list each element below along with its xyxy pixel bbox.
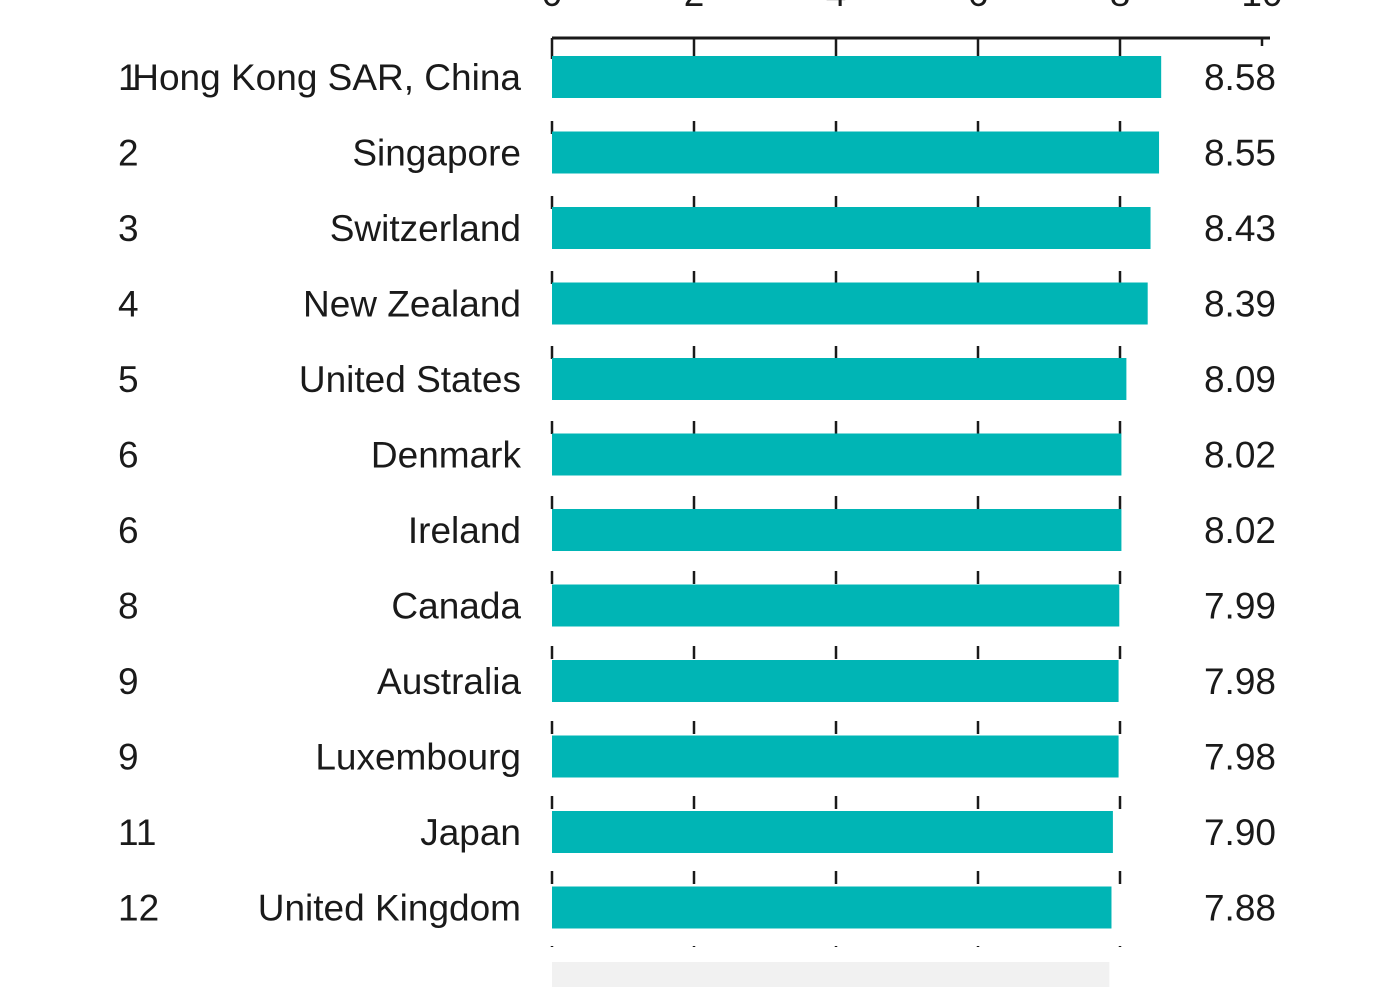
- bar: [552, 735, 1119, 778]
- rank-label: 2: [118, 133, 139, 174]
- value-label: 8.43: [1204, 208, 1276, 249]
- rank-label: 5: [118, 359, 139, 400]
- rank-label: 11: [118, 812, 156, 853]
- bar: [552, 886, 1112, 929]
- category-label: Singapore: [352, 133, 521, 174]
- category-label: Australia: [377, 661, 521, 702]
- bar: [552, 660, 1119, 702]
- bar: [552, 207, 1151, 249]
- bar: [552, 811, 1113, 853]
- bar: [552, 56, 1162, 98]
- x-tick-label: 2: [684, 0, 705, 14]
- value-label: 8.58: [1204, 57, 1276, 98]
- bar: [552, 433, 1122, 476]
- bar: [552, 282, 1148, 325]
- value-label: 7.98: [1204, 737, 1276, 778]
- value-label: 8.55: [1204, 133, 1276, 174]
- rank-label: 6: [118, 435, 139, 476]
- category-label: Canada: [391, 586, 521, 627]
- category-label: Japan: [420, 812, 521, 853]
- x-tick-label: 10: [1241, 0, 1282, 14]
- rank-label: 12: [118, 888, 159, 929]
- gridlines: [550, 38, 1122, 947]
- rank-label: 9: [118, 737, 139, 778]
- category-label: Luxembourg: [315, 737, 521, 778]
- x-axis: 0 2 4 6 8 10: [542, 0, 1283, 46]
- value-label: 8.02: [1204, 435, 1276, 476]
- category-label: New Zealand: [303, 284, 521, 325]
- rank-label: 3: [118, 208, 139, 249]
- category-label: Denmark: [371, 435, 522, 476]
- bars: [552, 56, 1162, 929]
- faded-bar: [552, 962, 1110, 987]
- rank-label: 9: [118, 661, 139, 702]
- rank-label: 8: [118, 586, 139, 627]
- value-label: 8.39: [1204, 284, 1276, 325]
- value-label: 8.02: [1204, 510, 1276, 551]
- category-label: Switzerland: [330, 208, 521, 249]
- value-label: 7.99: [1204, 586, 1276, 627]
- bar: [552, 358, 1127, 400]
- rank-label: 6: [118, 510, 139, 551]
- value-label: 7.90: [1204, 812, 1276, 853]
- category-label: Hong Kong SAR, China: [132, 57, 521, 98]
- bar: [552, 131, 1160, 174]
- value-label: 7.98: [1204, 661, 1276, 702]
- rank-label: 4: [118, 284, 139, 325]
- faded-partial-row: [552, 962, 1110, 987]
- x-tick-label: 6: [968, 0, 989, 14]
- category-label: United Kingdom: [258, 888, 521, 929]
- x-tick-label: 4: [826, 0, 847, 14]
- x-tick-label: 0: [542, 0, 563, 14]
- value-label: 8.09: [1204, 359, 1276, 400]
- rank-label: 1: [118, 57, 139, 98]
- category-label: Ireland: [408, 510, 521, 551]
- bar: [552, 509, 1122, 551]
- bar: [552, 584, 1120, 627]
- category-label: United States: [299, 359, 521, 400]
- value-label: 7.88: [1204, 888, 1276, 929]
- x-tick-label: 8: [1110, 0, 1131, 14]
